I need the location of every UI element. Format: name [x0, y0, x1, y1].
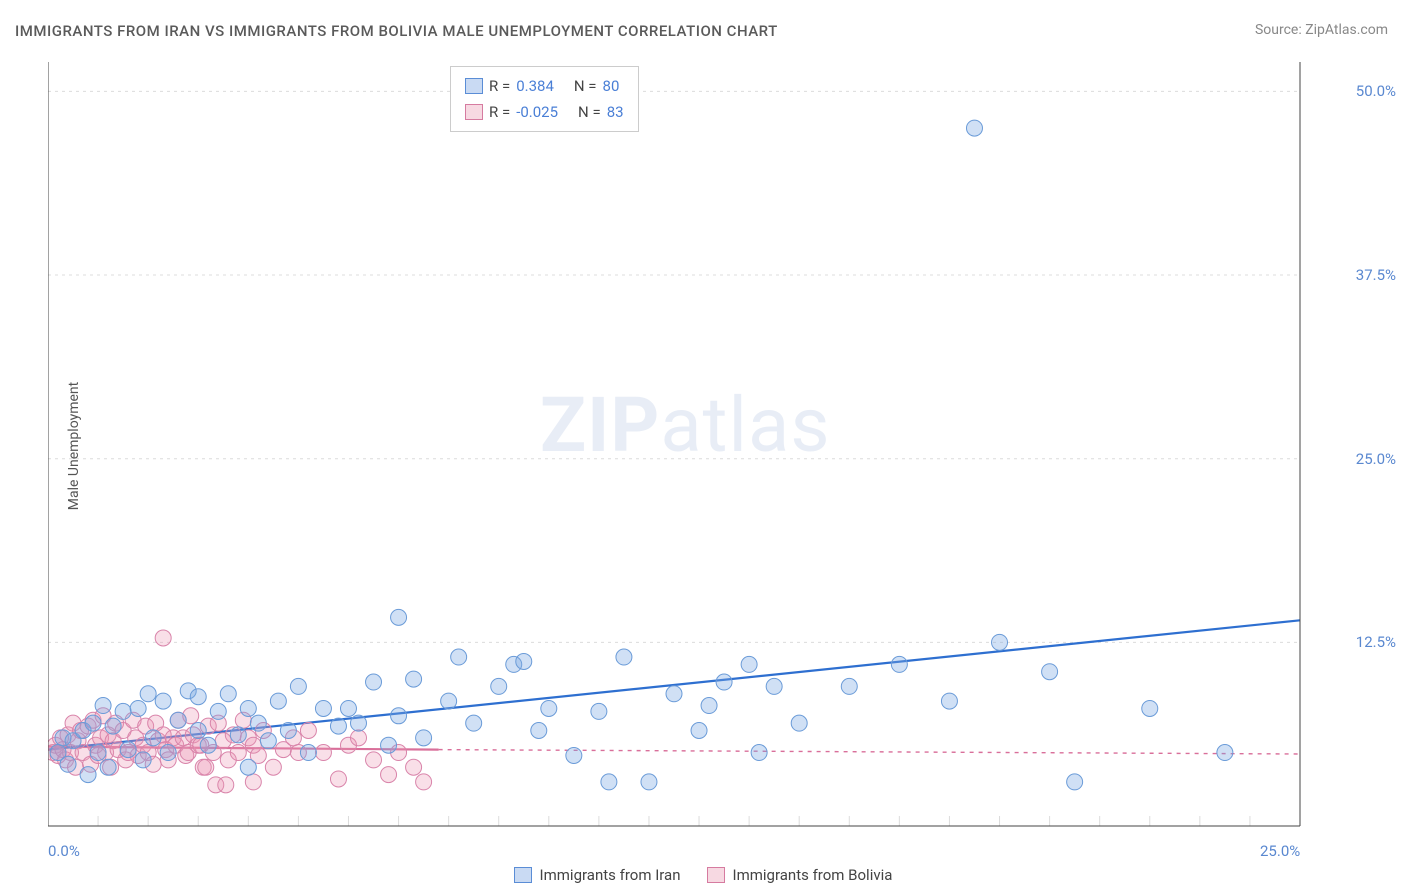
n-value-iran: 80 [603, 73, 620, 99]
r-label: R = [489, 99, 510, 125]
source-attribution: Source: ZipAtlas.com [1255, 22, 1388, 38]
legend-item-bolivia: Immigrants from Bolivia [707, 866, 893, 884]
stats-row-bolivia: R = -0.025 N = 83 [465, 99, 624, 125]
legend-label-iran: Immigrants from Iran [540, 866, 681, 884]
legend-item-iran: Immigrants from Iran [514, 866, 681, 884]
correlation-stats-box: R = 0.384 N = 80 R = -0.025 N = 83 [450, 66, 639, 132]
legend: Immigrants from Iran Immigrants from Bol… [0, 866, 1406, 884]
stats-row-iran: R = 0.384 N = 80 [465, 73, 624, 99]
legend-label-bolivia: Immigrants from Bolivia [733, 866, 893, 884]
r-value-bolivia: -0.025 [516, 99, 558, 125]
swatch-iran-icon [514, 867, 532, 883]
y-tick-label: 25.0% [1356, 450, 1396, 468]
r-label: R = [489, 73, 510, 99]
x-tick-label: 0.0% [48, 842, 80, 860]
x-tick-label: 25.0% [1260, 842, 1300, 860]
n-value-bolivia: 83 [607, 99, 624, 125]
r-value-iran: 0.384 [516, 73, 554, 99]
y-tick-label: 37.5% [1356, 266, 1396, 284]
chart-title: IMMIGRANTS FROM IRAN VS IMMIGRANTS FROM … [15, 22, 778, 40]
swatch-iran-icon [465, 78, 483, 94]
n-label: N = [574, 73, 597, 99]
y-tick-label: 12.5% [1356, 633, 1396, 651]
swatch-bolivia-icon [707, 867, 725, 883]
swatch-bolivia-icon [465, 104, 483, 120]
scatter-chart: 12.5%25.0%37.5%50.0% 0.0%25.0% [48, 62, 1338, 830]
n-label: N = [578, 99, 601, 125]
y-tick-label: 50.0% [1356, 82, 1396, 100]
